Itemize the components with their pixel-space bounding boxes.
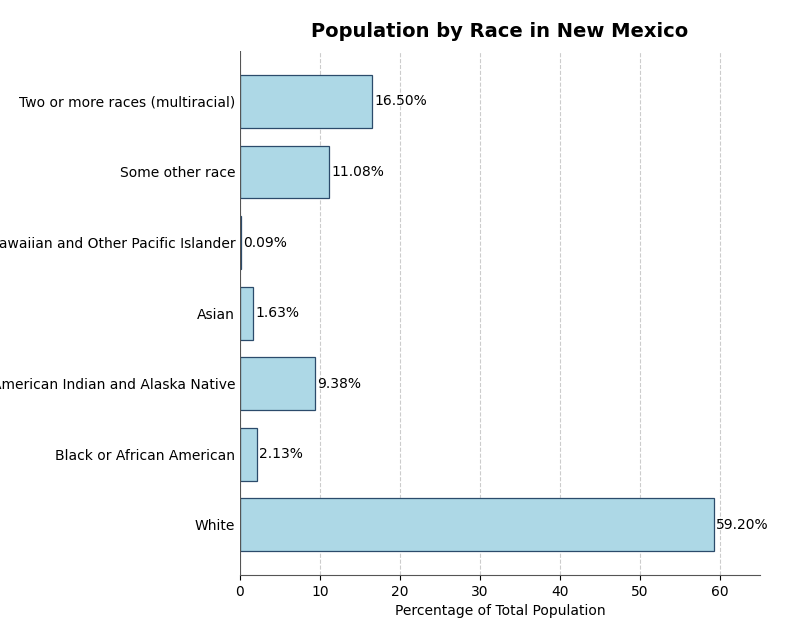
Text: 2.13%: 2.13% [259,447,303,461]
Text: 1.63%: 1.63% [255,306,299,320]
Text: 9.38%: 9.38% [318,376,362,390]
X-axis label: Percentage of Total Population: Percentage of Total Population [394,604,606,619]
Bar [240,287,253,339]
Text: 59.20%: 59.20% [716,518,769,532]
Bar [240,498,714,551]
Bar [240,357,315,410]
Text: 0.09%: 0.09% [243,236,287,250]
Text: 16.50%: 16.50% [374,95,427,109]
Bar [240,427,257,481]
Title: Population by Race in New Mexico: Population by Race in New Mexico [311,22,689,42]
Text: 11.08%: 11.08% [331,165,384,179]
Bar [240,146,329,199]
Bar [240,75,372,128]
